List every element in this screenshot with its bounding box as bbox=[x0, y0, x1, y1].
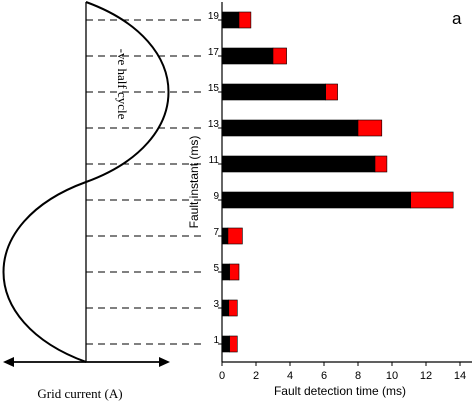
bar-segment-3-black bbox=[221, 299, 230, 317]
current-axis-left-arrow bbox=[3, 357, 14, 367]
bar-segment-17-red bbox=[272, 47, 287, 65]
bar-segment-7-black bbox=[221, 227, 229, 245]
waveform-panel: -ve half cycle Grid current (A) bbox=[2, 1, 202, 401]
y-tick-label-3: 3 bbox=[213, 299, 219, 310]
x-axis-label: Fault detection time (ms) bbox=[274, 384, 406, 398]
bars bbox=[221, 11, 454, 353]
y-tick-label-5: 5 bbox=[213, 263, 219, 274]
bar-segment-1-black bbox=[221, 335, 230, 353]
bar-segment-3-red bbox=[228, 299, 238, 317]
bar-segment-13-black bbox=[221, 119, 359, 137]
y-tick-label-17: 17 bbox=[208, 47, 220, 58]
y-axis-label: Fault instant (ms) bbox=[187, 136, 201, 229]
bar-segment-11-black bbox=[221, 155, 376, 173]
x-tick-label-2: 2 bbox=[253, 370, 259, 382]
bar-segment-11-red bbox=[374, 155, 388, 173]
bar-segment-19-red bbox=[238, 11, 252, 29]
x-tick-label-0: 0 bbox=[219, 370, 225, 382]
current-axis-right-arrow bbox=[159, 357, 170, 367]
y-tick-label-7: 7 bbox=[213, 227, 219, 238]
bar-segment-19-black bbox=[221, 11, 240, 29]
y-tick-label-15: 15 bbox=[208, 83, 220, 94]
x-tick-label-14: 14 bbox=[454, 370, 466, 382]
bar-segment-7-red bbox=[227, 227, 243, 245]
bar-segment-17-black bbox=[221, 47, 274, 65]
half-cycle-annotation: -ve half cycle bbox=[115, 49, 130, 120]
bar-segment-9-black bbox=[221, 191, 411, 209]
x-tick-label-12: 12 bbox=[420, 370, 432, 382]
y-tick-label-11: 11 bbox=[209, 155, 220, 166]
x-tick-label-6: 6 bbox=[321, 370, 327, 382]
bar-segment-13-red bbox=[357, 119, 383, 137]
bar-segment-15-black bbox=[221, 83, 326, 101]
x-ticks: 0 2 4 6 8 10 12 14 bbox=[219, 362, 466, 382]
y-tick-label-19: 19 bbox=[208, 11, 220, 22]
y-tick-label-9: 9 bbox=[213, 191, 219, 202]
waveform-axis-label: Grid current (A) bbox=[37, 386, 122, 401]
bar-segment-5-black bbox=[221, 263, 230, 281]
bar-segment-15-red bbox=[325, 83, 338, 101]
y-tick-label-13: 13 bbox=[208, 119, 220, 130]
y-tick-label-1: 1 bbox=[213, 335, 219, 346]
x-tick-label-8: 8 bbox=[355, 370, 361, 382]
fault-instant-guides bbox=[86, 19, 202, 345]
x-tick-label-10: 10 bbox=[386, 370, 398, 382]
panel-label: a bbox=[452, 9, 462, 28]
bar-segment-5-red bbox=[229, 263, 240, 281]
x-tick-label-4: 4 bbox=[287, 370, 293, 382]
bar-segment-1-red bbox=[229, 335, 238, 353]
bar-segment-9-red bbox=[410, 191, 454, 209]
